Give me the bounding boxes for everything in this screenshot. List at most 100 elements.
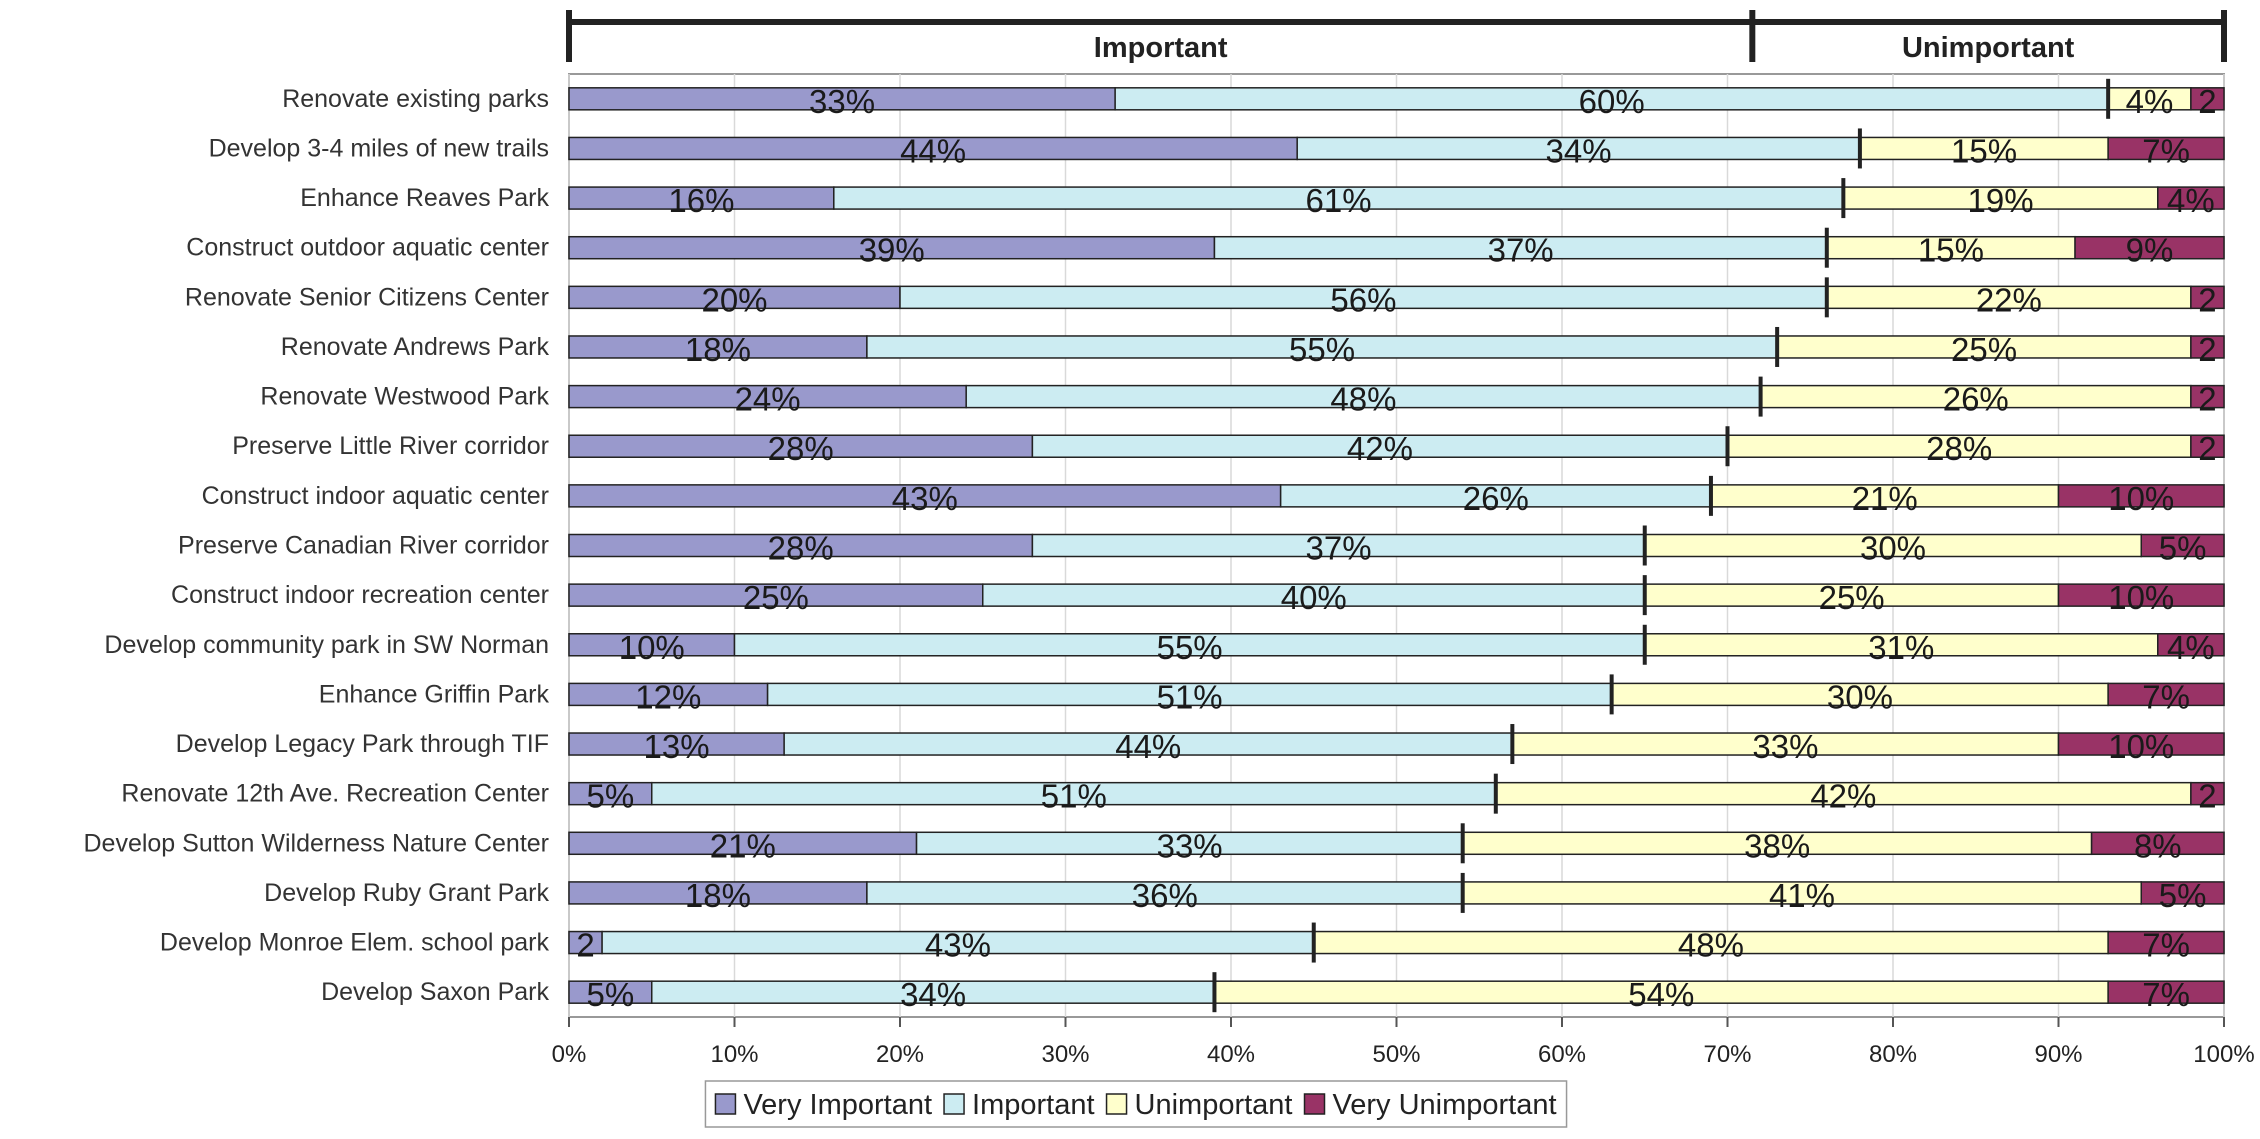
- data-label: 2: [2198, 430, 2216, 467]
- data-label: 55%: [1289, 331, 1355, 368]
- data-label: 33%: [809, 83, 875, 120]
- data-label: 2: [2198, 281, 2216, 318]
- x-tick-label: 70%: [1703, 1041, 1751, 1068]
- data-label: 7%: [2142, 927, 2190, 964]
- data-label: 8%: [2134, 827, 2182, 864]
- data-label: 9%: [2126, 232, 2174, 269]
- data-label: 16%: [668, 182, 734, 219]
- data-label: 5%: [2159, 530, 2207, 567]
- data-label: 31%: [1868, 629, 1934, 666]
- category-label: Develop Sutton Wilderness Nature Center: [83, 829, 549, 857]
- legend-box: [704, 1080, 1568, 1128]
- category-label: Construct indoor recreation center: [171, 581, 549, 609]
- data-label: 42%: [1810, 778, 1876, 815]
- data-label: 37%: [1306, 530, 1372, 567]
- legend-swatch: [1105, 1093, 1128, 1115]
- data-label: 28%: [1926, 430, 1992, 467]
- header-label: Important: [1094, 32, 1228, 64]
- data-label: 12%: [635, 678, 701, 715]
- category-label: Renovate Westwood Park: [260, 383, 549, 411]
- data-label: 30%: [1860, 530, 1926, 567]
- data-label: 44%: [900, 132, 966, 169]
- data-label: 4%: [2167, 629, 2215, 666]
- bar-segment: [2190, 384, 2225, 409]
- header-groups: Important Unimportant: [566, 10, 2227, 64]
- data-label: 39%: [859, 232, 925, 269]
- x-tick-label: 60%: [1538, 1041, 1586, 1068]
- legend: Very Important Important Unimportant Very U…: [704, 1080, 1568, 1128]
- bar-segment: [2190, 781, 2225, 806]
- bar-segment: [2057, 484, 2225, 508]
- category-label: Develop Saxon Park: [321, 978, 549, 1006]
- data-label: 38%: [1744, 827, 1810, 864]
- bar-segment: [2090, 831, 2225, 856]
- legend-label: Important: [972, 1089, 1095, 1121]
- data-label: 61%: [1306, 182, 1372, 219]
- bar-segment: [2190, 87, 2225, 111]
- bar-segment: [2140, 533, 2225, 558]
- category-label: Preserve Little River corridor: [232, 432, 549, 460]
- bar-segment: [2057, 583, 2225, 607]
- data-label: 43%: [925, 927, 991, 964]
- data-label: 18%: [685, 877, 751, 914]
- bar-segment: [2190, 335, 2225, 359]
- data-label: 7%: [2142, 678, 2190, 715]
- data-label: 37%: [1488, 232, 1554, 269]
- data-label: 2: [576, 927, 594, 964]
- bar-segment: [2107, 682, 2225, 707]
- x-tick-label: 0%: [552, 1041, 587, 1068]
- data-label: 41%: [1769, 877, 1835, 914]
- legend-swatch: [943, 1093, 965, 1115]
- data-label: 51%: [1157, 678, 1223, 715]
- x-tick-label: 30%: [1041, 1041, 1089, 1068]
- data-label: 24%: [735, 381, 801, 418]
- category-label: Develop Ruby Grant Park: [264, 879, 549, 907]
- bar-segment: [2107, 980, 2225, 1004]
- x-tick-label: 10%: [710, 1041, 758, 1068]
- data-label: 5%: [587, 976, 635, 1013]
- data-label: 25%: [743, 579, 809, 616]
- bar-segment: [2074, 235, 2225, 260]
- legend-label: Very Unimportant: [1333, 1089, 1557, 1121]
- data-label: 19%: [1968, 182, 2034, 219]
- data-label: 20%: [701, 281, 767, 318]
- data-label: 25%: [1951, 331, 2017, 368]
- x-tick-label: 40%: [1207, 1041, 1255, 1068]
- data-label: 55%: [1157, 629, 1223, 666]
- data-label: 10%: [2108, 579, 2174, 616]
- bar-segment: [2157, 633, 2225, 657]
- data-label: 5%: [2159, 877, 2207, 914]
- bar-segment: [2057, 732, 2225, 756]
- data-label: 48%: [1678, 927, 1744, 964]
- data-label: 33%: [1157, 827, 1223, 864]
- data-label: 60%: [1579, 83, 1645, 120]
- data-label: 44%: [1115, 728, 1181, 765]
- data-label: 42%: [1347, 430, 1413, 467]
- data-label: 56%: [1330, 281, 1396, 318]
- category-label: Enhance Reaves Park: [300, 184, 549, 212]
- data-label: 2: [2198, 83, 2216, 120]
- data-label: 21%: [710, 827, 776, 864]
- data-label: 33%: [1752, 728, 1818, 765]
- data-label: 26%: [1943, 381, 2009, 418]
- data-label: 34%: [900, 976, 966, 1013]
- data-label: 36%: [1132, 877, 1198, 914]
- bar-segment: [2190, 434, 2225, 458]
- data-label: 10%: [2108, 480, 2174, 517]
- category-label: Renovate Senior Citizens Center: [185, 283, 549, 311]
- data-label: 30%: [1827, 678, 1893, 715]
- data-label: 10%: [619, 629, 685, 666]
- data-label: 28%: [768, 530, 834, 567]
- data-label: 34%: [1546, 132, 1612, 169]
- data-label: 51%: [1041, 778, 1107, 815]
- data-label: 40%: [1281, 579, 1347, 616]
- data-label: 21%: [1852, 480, 1918, 517]
- category-label: Renovate 12th Ave. Recreation Center: [121, 780, 549, 808]
- category-labels: Renovate existing parks Develop 3-4 miles…: [83, 85, 549, 1006]
- data-label: 25%: [1819, 579, 1885, 616]
- x-axis-ticks: 0% 10% 20% 30% 40% 50% 60% 70% 80% 90% 100%: [552, 1017, 2255, 1068]
- data-label: 26%: [1463, 480, 1529, 517]
- data-label: 4%: [2167, 182, 2215, 219]
